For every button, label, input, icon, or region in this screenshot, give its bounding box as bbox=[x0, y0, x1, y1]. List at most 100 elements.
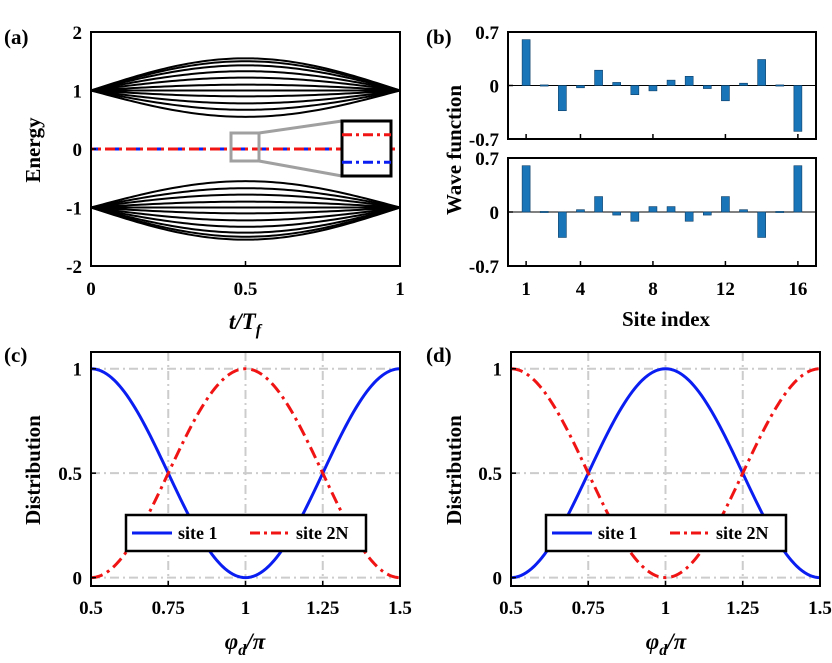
lower-band-line bbox=[90, 206, 401, 234]
upper-band-line bbox=[90, 89, 401, 98]
bar-site-1 bbox=[521, 39, 531, 86]
y-tick-label: 0 bbox=[73, 569, 83, 590]
upper-band-line bbox=[90, 89, 401, 118]
panel-d-ylabel: Distribution bbox=[442, 415, 466, 525]
panel-a-plot: 0 0.5 1 2 1 0 -1 -2 bbox=[66, 23, 405, 300]
y-tick-label: -0.7 bbox=[469, 130, 500, 151]
legend-box bbox=[124, 513, 368, 553]
bar-site-16 bbox=[793, 85, 803, 132]
bar-site-14 bbox=[757, 59, 766, 86]
x-tick-label: 0.75 bbox=[152, 598, 185, 619]
legend-label: site 2N bbox=[716, 523, 769, 543]
upper-band-line bbox=[90, 70, 401, 92]
bar-site-8 bbox=[648, 206, 658, 213]
x-tick-label: 1.5 bbox=[388, 598, 412, 619]
zoom-connector-top bbox=[258, 119, 343, 135]
y-tick-label: 0 bbox=[490, 203, 500, 224]
x-tick-label: 1 bbox=[661, 598, 671, 619]
lower-band-line bbox=[90, 200, 401, 209]
bar-site-3 bbox=[558, 211, 567, 238]
bar-site-11 bbox=[702, 85, 712, 89]
bar-site-8 bbox=[648, 85, 658, 92]
upper-band-line bbox=[90, 89, 401, 111]
bar-site-4 bbox=[576, 209, 585, 213]
panel-a: 0 0.5 1 2 1 0 -1 -2 (a) Energy t/Tf bbox=[4, 23, 405, 339]
panel-d-xlabel: φd/π bbox=[646, 629, 688, 659]
bar-site-6 bbox=[612, 211, 622, 216]
bar-site-5 bbox=[594, 196, 603, 213]
lower-band-line bbox=[90, 206, 401, 238]
legend-label: site 1 bbox=[598, 523, 638, 543]
x-tick-label: 0.75 bbox=[572, 598, 605, 619]
bar-site-5 bbox=[594, 69, 603, 86]
series-site-1-line bbox=[90, 367, 401, 580]
bar-site-2 bbox=[539, 84, 549, 87]
x-tick-label: 1.25 bbox=[306, 598, 339, 619]
bar-site-3 bbox=[558, 85, 567, 112]
legend-label: site 1 bbox=[178, 523, 218, 543]
panel-b-top-plot: 0.7 0 -0.7 bbox=[469, 23, 817, 151]
bar-site-1 bbox=[521, 165, 531, 213]
bar-site-14 bbox=[757, 211, 766, 238]
y-tick-label: 1 bbox=[73, 82, 83, 103]
bar-site-13 bbox=[739, 209, 748, 213]
panel-b-ylabel: Wave function bbox=[442, 85, 466, 215]
panel-d-label: (d) bbox=[426, 343, 452, 367]
lower-band-line bbox=[90, 206, 401, 222]
panel-a-ylabel: Energy bbox=[21, 117, 45, 183]
bar-site-2 bbox=[539, 211, 549, 213]
panel-c-ylabel: Distribution bbox=[21, 415, 45, 525]
x-tick-label: 1 bbox=[241, 598, 251, 619]
bar-site-9 bbox=[666, 79, 676, 86]
y-tick-label: 0 bbox=[490, 77, 500, 98]
y-tick-label: -1 bbox=[66, 199, 82, 220]
panel-b-bottom-plot: 0.7 0 -0.7 1 4 8 12 16 bbox=[469, 149, 817, 300]
x-tick-label: 4 bbox=[576, 279, 586, 300]
panel-d: site 1 site 2N 0.5 0.75 1 1.25 1.5 1 0.5 0 (d) Di… bbox=[426, 343, 832, 659]
panel-d-plot: site 1 site 2N 0.5 0.75 1 1.25 1.5 1 0.5 0 bbox=[478, 351, 832, 619]
inset-frame bbox=[340, 119, 393, 178]
y-tick-label: 1 bbox=[73, 360, 83, 381]
panel-a-label: (a) bbox=[4, 25, 29, 49]
bar-site-10 bbox=[684, 76, 694, 86]
bar-site-6 bbox=[612, 82, 622, 86]
upper-band-line bbox=[90, 89, 401, 105]
y-tick-label: -0.7 bbox=[469, 257, 500, 278]
lower-band-line bbox=[90, 187, 401, 209]
bar-site-11 bbox=[702, 211, 712, 216]
x-tick-label: 0 bbox=[86, 279, 96, 300]
bar-site-7 bbox=[630, 211, 640, 222]
series-site-2n-line bbox=[510, 367, 821, 580]
zoom-connector-bottom bbox=[258, 159, 343, 178]
y-tick-label: 2 bbox=[73, 23, 83, 44]
bar-site-12 bbox=[721, 196, 730, 213]
x-tick-label: 16 bbox=[788, 279, 807, 300]
y-tick-label: 0.7 bbox=[475, 23, 499, 44]
y-tick-label: 0.5 bbox=[58, 464, 82, 485]
panel-c-plot: site 1 site 2N 0.5 0.75 1 1.25 1.5 1 0.5 0 bbox=[58, 351, 412, 619]
bar-site-13 bbox=[739, 82, 748, 86]
lower-band-line bbox=[90, 206, 401, 228]
zoom-region-box bbox=[229, 131, 261, 163]
panel-b: 0.7 0 -0.7 0.7 0 -0.7 1 4 8 12 16 (b) Wave functi… bbox=[426, 23, 817, 331]
panel-b-label: (b) bbox=[426, 25, 452, 49]
upper-band-line bbox=[90, 57, 401, 92]
x-tick-label: 8 bbox=[648, 279, 658, 300]
panel-b-xlabel: Site index bbox=[622, 307, 711, 331]
panel-c-xlabel: φd/π bbox=[225, 629, 267, 659]
upper-band-line bbox=[90, 60, 401, 92]
y-tick-label: 0.5 bbox=[478, 464, 502, 485]
panel-a-xlabel: t/Tf bbox=[229, 309, 263, 339]
lower-band-line bbox=[90, 206, 401, 241]
bar-site-10 bbox=[684, 211, 694, 222]
panel-c-label: (c) bbox=[4, 343, 27, 367]
y-tick-label: 0.7 bbox=[475, 149, 499, 170]
x-tick-label: 0.5 bbox=[79, 598, 103, 619]
y-tick-label: 0 bbox=[73, 140, 83, 161]
lower-band-line bbox=[90, 193, 401, 209]
x-tick-label: 1 bbox=[395, 279, 405, 300]
x-tick-label: 12 bbox=[716, 279, 735, 300]
lower-band-line bbox=[90, 206, 401, 215]
panel-c: site 1 site 2N 0.5 0.75 1 1.25 1.5 1 0.5 0 (c) Di… bbox=[4, 343, 412, 659]
